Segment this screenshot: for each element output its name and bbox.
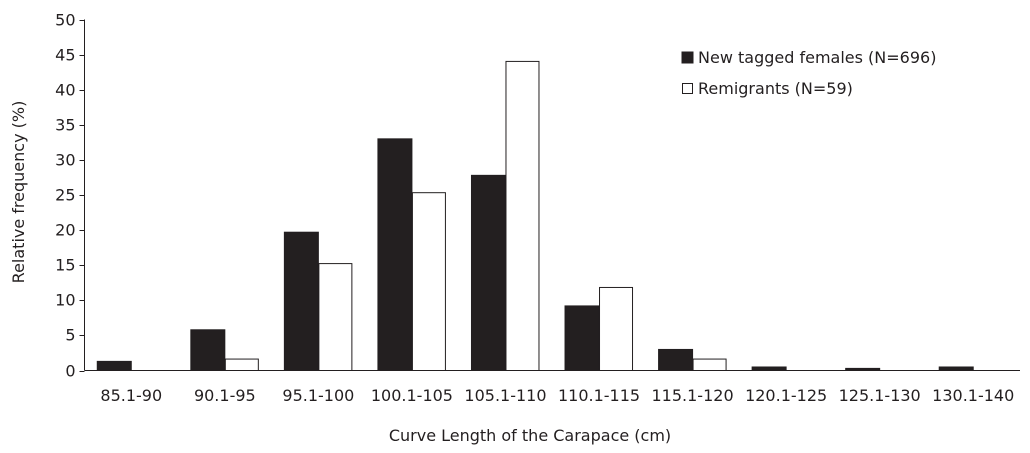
bar-remigrants xyxy=(599,286,634,372)
x-tick-label: 90.1-95 xyxy=(194,386,256,405)
bar-new-tagged-females xyxy=(751,366,787,371)
bar-new-tagged-females xyxy=(377,138,413,371)
x-axis-title: Curve Length of the Carapace (cm) xyxy=(389,426,671,445)
x-tick-label: 120.1-125 xyxy=(745,386,827,405)
y-tick-label: 45 xyxy=(55,46,75,65)
bar-new-tagged-females xyxy=(283,231,319,371)
bars xyxy=(96,60,974,372)
y-axis-title: Relative frequency (%) xyxy=(9,101,28,284)
bar-remigrants xyxy=(505,60,540,371)
y-tick-label: 35 xyxy=(55,116,75,135)
bar-remigrants xyxy=(224,358,259,372)
x-axis: 85.1-90 90.1-95 95.1-100 100.1-105 105.1-110… xyxy=(84,370,1020,405)
y-tick-label: 30 xyxy=(55,151,75,170)
y-tick-label: 50 xyxy=(55,11,75,30)
x-tick-label: 115.1-120 xyxy=(652,386,734,405)
y-tick-label: 40 xyxy=(55,81,75,100)
legend-swatch-new-tagged xyxy=(681,51,694,64)
y-tick-label: 5 xyxy=(65,326,75,345)
bar-remigrants xyxy=(411,192,446,371)
bar-new-tagged-females xyxy=(938,366,974,371)
y-tick-label: 10 xyxy=(55,291,75,310)
legend-swatch-remigrants xyxy=(682,83,693,94)
bar-remigrants xyxy=(692,358,727,372)
bar-new-tagged-females xyxy=(470,174,506,371)
x-tick-label: 100.1-105 xyxy=(371,386,453,405)
bar-new-tagged-females xyxy=(658,348,694,372)
legend-label-new-tagged: New tagged females (N=696) xyxy=(698,48,936,67)
bar-new-tagged-females xyxy=(564,305,600,371)
y-axis: 0 5 10 15 20 25 30 35 40 45 50 xyxy=(55,11,85,381)
x-tick-label: 130.1-140 xyxy=(932,386,1014,405)
y-tick-label: 20 xyxy=(55,221,75,240)
legend-label-remigrants: Remigrants (N=59) xyxy=(698,79,853,98)
legend: New tagged females (N=696) Remigrants (N… xyxy=(681,48,936,98)
bar-new-tagged-females xyxy=(190,329,226,371)
x-tick-label: 110.1-115 xyxy=(558,386,640,405)
y-tick-label: 15 xyxy=(55,256,75,275)
bar-remigrants xyxy=(318,263,353,371)
x-tick-label: 95.1-100 xyxy=(282,386,354,405)
x-tick-label: 125.1-130 xyxy=(839,386,921,405)
bar-new-tagged-females xyxy=(96,360,132,371)
y-tick-label: 25 xyxy=(55,186,75,205)
bar-new-tagged-females xyxy=(845,367,881,372)
x-tick-label: 105.1-110 xyxy=(464,386,546,405)
y-tick-label: 0 xyxy=(65,362,75,381)
x-tick-label: 85.1-90 xyxy=(100,386,162,405)
